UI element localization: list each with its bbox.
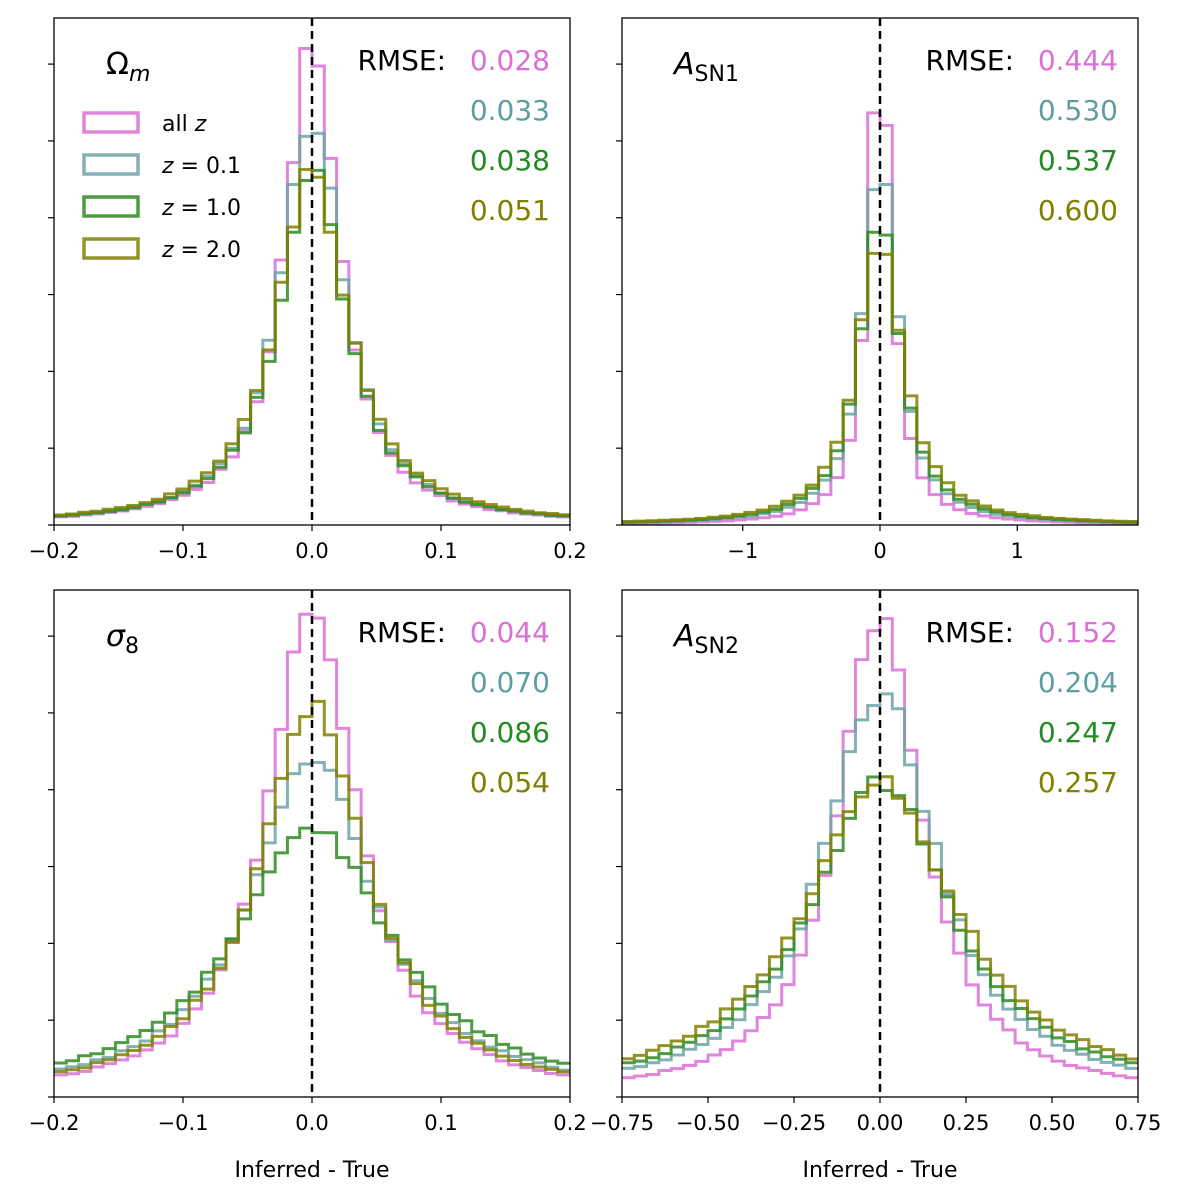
rmse-label: RMSE: xyxy=(925,44,1014,77)
x-tick-label: 0.25 xyxy=(943,1111,990,1135)
x-tick-label: 0.1 xyxy=(424,539,457,563)
panel-s8: −0.2 −0.1 0.0 0.1 0.2 Inferred - True σ8 RMSE: 0… xyxy=(29,589,587,1183)
rmse-label: RMSE: xyxy=(925,616,1014,649)
legend-label: z = 1.0 xyxy=(161,196,241,221)
panel-title: ASN1 xyxy=(672,47,739,87)
rmse-value: 0.247 xyxy=(1038,716,1118,749)
x-axis-label: Inferred - True xyxy=(802,1158,957,1183)
x-tick-label: 0.1 xyxy=(424,1111,457,1135)
legend-swatch xyxy=(82,111,140,134)
x-tick-label: 1 xyxy=(1011,539,1024,563)
x-tick-label: 0.2 xyxy=(553,1111,586,1135)
legend-swatch xyxy=(82,153,140,176)
rmse-value: 0.051 xyxy=(470,194,550,227)
x-tick-label: 0 xyxy=(873,539,886,563)
hist-om-series-3 xyxy=(54,168,570,517)
panel-asn2: −0.75 −0.50 −0.25 0.00 0.25 0.50 0.75 Inferred … xyxy=(590,589,1162,1183)
x-tick-label: 0.50 xyxy=(1029,1111,1076,1135)
hist-asn2-series-3 xyxy=(622,775,1138,1061)
x-tick-label: 0.2 xyxy=(553,539,586,563)
rmse-value: 0.070 xyxy=(470,666,550,699)
rmse-value: 0.530 xyxy=(1038,94,1118,127)
rmse-value: 0.444 xyxy=(1038,44,1118,77)
panel-asn1: −1 0 1 ASN1 RMSE: 0.444 0.530 0.537 0.600 xyxy=(616,17,1139,563)
legend-label: z = 0.1 xyxy=(161,154,241,179)
x-tick-label: −0.1 xyxy=(158,1111,209,1135)
hist-s8-series-3 xyxy=(54,699,570,1074)
x-tick-label: −0.25 xyxy=(762,1111,826,1135)
x-tick-label: −0.2 xyxy=(29,539,80,563)
x-axis-label: Inferred - True xyxy=(234,1158,389,1183)
hist-asn2-series-0 xyxy=(622,617,1138,1080)
panel-title: σ8 xyxy=(106,619,139,659)
legend-swatch xyxy=(82,195,140,218)
x-tick-label: −1 xyxy=(727,539,758,563)
legend-label: all z xyxy=(162,112,207,137)
rmse-label: RMSE: xyxy=(357,44,446,77)
rmse-value: 0.044 xyxy=(470,616,550,649)
panel-title: ASN2 xyxy=(672,619,739,659)
x-tick-label: 0.0 xyxy=(295,539,328,563)
rmse-value: 0.537 xyxy=(1038,144,1118,177)
rmse-value: 0.204 xyxy=(1038,666,1118,699)
rmse-value: 0.152 xyxy=(1038,616,1118,649)
legend-label: z = 2.0 xyxy=(161,238,241,263)
rmse-value: 0.086 xyxy=(470,716,550,749)
rmse-value: 0.054 xyxy=(470,766,550,799)
panel-title: Ωm xyxy=(106,47,150,87)
x-tick-label: 0.75 xyxy=(1115,1111,1162,1135)
x-tick-label: −0.75 xyxy=(590,1111,654,1135)
x-tick-label: −0.1 xyxy=(158,539,209,563)
x-tick-label: −0.50 xyxy=(676,1111,740,1135)
panel-om: −0.2 −0.1 0.0 0.1 0.2 Ωm RMSE: 0.028 0.033 0.038 0… xyxy=(29,17,587,563)
x-tick-label: −0.2 xyxy=(29,1111,80,1135)
rmse-value: 0.028 xyxy=(470,44,550,77)
rmse-value: 0.038 xyxy=(470,144,550,177)
rmse-value: 0.033 xyxy=(470,94,550,127)
x-tick-label: 0.00 xyxy=(857,1111,904,1135)
legend: all z z = 0.1 z = 1.0 z = 2.0 xyxy=(82,111,241,263)
rmse-value: 0.600 xyxy=(1038,194,1118,227)
rmse-label: RMSE: xyxy=(357,616,446,649)
rmse-value: 0.257 xyxy=(1038,766,1118,799)
x-tick-label: 0.0 xyxy=(295,1111,328,1135)
legend-swatch xyxy=(82,237,140,260)
